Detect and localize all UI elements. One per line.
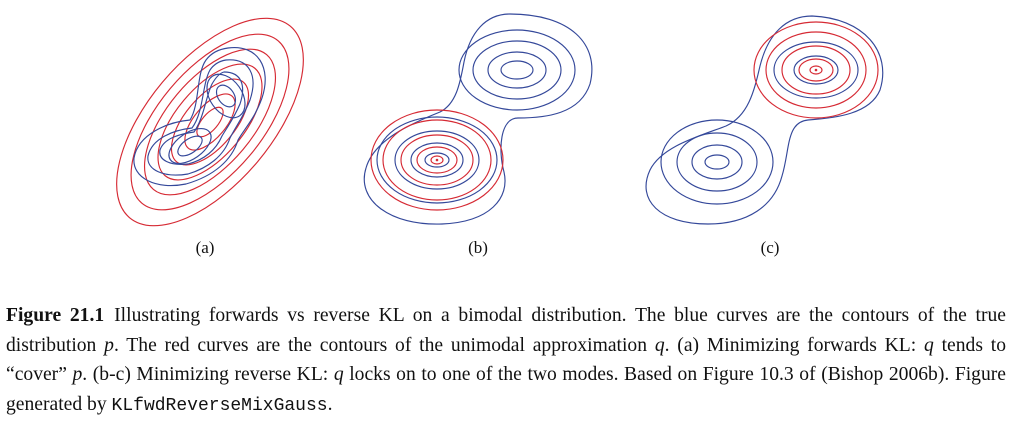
red-contour (781, 45, 851, 95)
red-contour (116, 17, 304, 227)
figure-caption: Figure 21.1 Illustrating forwards vs reve… (6, 301, 1006, 421)
panel-b-blue-contours (363, 13, 593, 225)
caption-text: . (a) Minimizing forwards KL: (664, 334, 924, 356)
blue-contour (645, 15, 884, 225)
panel-c-blue-contours (645, 15, 884, 225)
panel-c-plot (645, 15, 884, 225)
panel-a-plot (116, 17, 304, 227)
red-contour (170, 78, 250, 166)
math-variable: q (924, 334, 934, 356)
red-contour (809, 65, 823, 75)
blue-contour (215, 84, 237, 108)
caption-text: tends to “cover” (6, 334, 1006, 386)
blue-contour (363, 13, 593, 225)
blue-contour (773, 41, 859, 99)
math-variable: q (333, 364, 344, 385)
caption-text: locks on to one of the two modes. Based … (6, 364, 1006, 415)
red-contour (430, 155, 444, 165)
red-contour (753, 21, 879, 119)
panel-label-c: (c) (760, 238, 780, 257)
red-contour (400, 134, 474, 186)
red-contour (382, 119, 492, 201)
blue-contour (168, 128, 212, 164)
blue-contour (424, 152, 450, 168)
red-contour (416, 146, 458, 174)
math-variable: p (72, 364, 83, 385)
blue-contour (147, 59, 254, 176)
panel-a-red-contours (116, 17, 304, 227)
blue-contour (487, 51, 547, 89)
blue-contour (660, 119, 774, 205)
blue-contour (133, 47, 266, 187)
caption-text: Illustrating forwards vs reverse KL on a… (6, 305, 1006, 356)
panel-label-b: (b) (468, 238, 488, 257)
blue-contour (500, 60, 534, 80)
contour-plots (116, 13, 884, 227)
blue-contour (410, 142, 464, 178)
blue-contour (177, 135, 203, 157)
blue-contour (206, 73, 246, 119)
red-contour (130, 33, 290, 211)
panel-c-red-contours (753, 21, 879, 119)
figure-number: Figure 21.1 (6, 305, 105, 326)
code-reference[interactable]: KLfwdReverseMixGauss (111, 395, 328, 416)
blue-contour (458, 29, 576, 111)
blue-contour (793, 55, 839, 85)
red-contour (798, 58, 834, 82)
mode-marker (435, 158, 439, 162)
blue-contour (159, 71, 244, 165)
blue-contour (472, 40, 562, 100)
red-contour (143, 48, 277, 196)
panel-label-a: (a) (195, 238, 215, 257)
caption-text: . (b-c) Minimizing reverse KL: (82, 364, 334, 385)
figure: (a) (b) (c) (116, 13, 884, 257)
panel-a-blue-contours (133, 47, 266, 187)
blue-contour (676, 132, 758, 192)
caption-text: . The red curves are the contours of the… (113, 334, 655, 356)
math-variable: q (654, 334, 665, 356)
panel-b-red-contours (370, 109, 504, 211)
blue-contour (691, 144, 743, 180)
panel-b-plot (363, 13, 593, 225)
mode-marker (814, 68, 818, 72)
blue-contour (704, 154, 730, 170)
blue-contour (376, 116, 498, 204)
red-contour (370, 109, 504, 211)
red-contour (765, 31, 867, 109)
blue-contour (394, 130, 480, 190)
red-contour (184, 93, 236, 151)
caption-text: . (327, 393, 333, 415)
math-variable: p (104, 334, 114, 356)
red-contour (157, 63, 263, 181)
